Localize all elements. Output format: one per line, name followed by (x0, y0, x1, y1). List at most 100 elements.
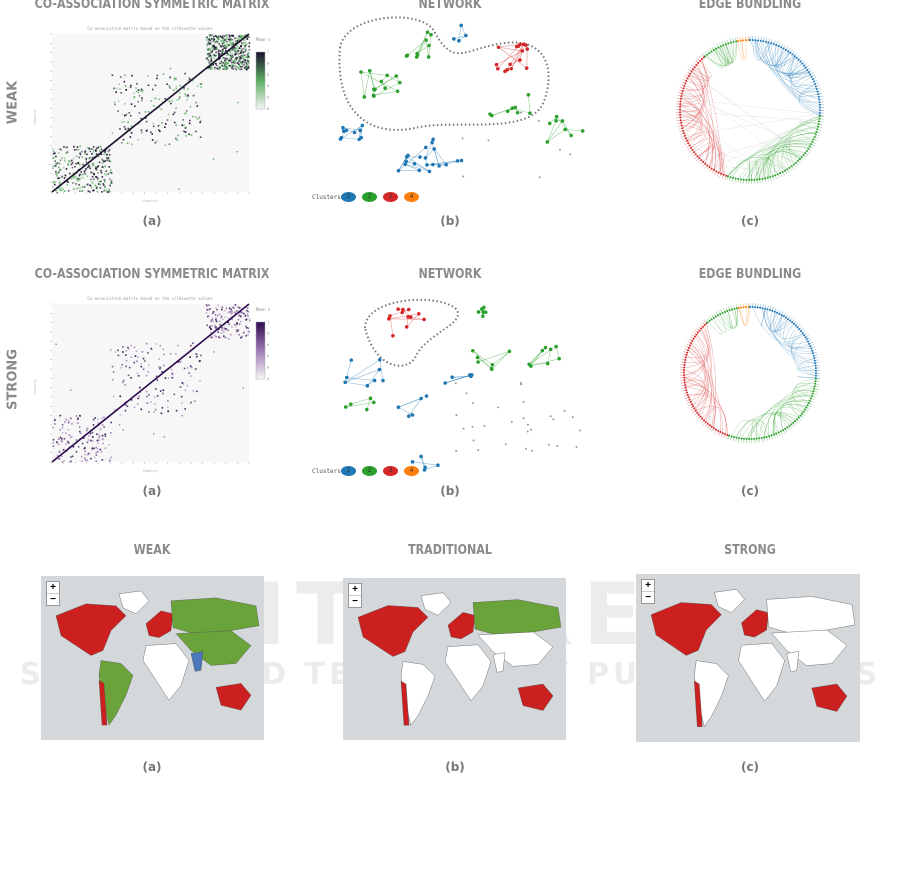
matrix-cell (162, 73, 165, 75)
zoom-in-button[interactable]: + (47, 582, 59, 594)
country-region-af[interactable] (142, 643, 190, 701)
matrix-cell (225, 34, 227, 37)
zoom-out-button[interactable]: − (50, 594, 56, 605)
country-region-na[interactable] (650, 602, 722, 656)
cluster-legend-item[interactable]: 1 (341, 466, 356, 476)
matrix-cell (241, 35, 243, 37)
country-region-gl[interactable] (118, 590, 150, 615)
country-region-au[interactable] (517, 683, 554, 711)
country-region-gl[interactable] (420, 592, 452, 616)
matrix-cell (210, 332, 212, 334)
country-region-ru[interactable] (472, 599, 562, 638)
matrix-cell (223, 35, 226, 37)
network-node (552, 418, 555, 421)
country-region-au[interactable] (215, 683, 252, 711)
country-region-chile[interactable] (98, 679, 108, 726)
country-region-india[interactable] (190, 651, 204, 672)
network-node (569, 153, 572, 156)
cluster-legend-item[interactable]: 2 (362, 466, 377, 476)
country-region-asia[interactable] (477, 631, 554, 667)
country-region-india[interactable] (786, 651, 799, 672)
country-region-asia[interactable] (771, 629, 848, 666)
matrix-cell (90, 439, 92, 442)
network-node (431, 137, 435, 142)
country-region-au[interactable] (811, 683, 848, 712)
zoom-out-button[interactable]: − (645, 592, 651, 603)
cluster-legend-item[interactable]: 3 (383, 192, 398, 202)
matrix-cell (70, 435, 73, 438)
choropleth-map[interactable]: + − (41, 576, 264, 740)
node-label-mark (801, 157, 805, 161)
network-edge (346, 360, 352, 378)
matrix-cell (218, 44, 221, 46)
cluster-legend-item[interactable]: 3 (383, 466, 398, 476)
matrix-cell (66, 181, 69, 184)
network-node (496, 66, 500, 71)
cluster-legend-item[interactable]: 4 (404, 192, 419, 202)
cluster-legend-item[interactable]: 1 (341, 192, 356, 202)
world-map (357, 592, 562, 726)
matrix-cell (92, 424, 95, 426)
matrix-cell (214, 328, 217, 331)
node-label-mark (739, 36, 741, 41)
matrix-cell (127, 121, 129, 124)
network-node (465, 392, 468, 395)
matrix-cell (238, 323, 241, 325)
matrix-cell (130, 103, 133, 105)
country-region-gl[interactable] (714, 589, 745, 613)
zoom-in-button[interactable]: + (349, 584, 361, 596)
bundle-edge (768, 414, 792, 437)
zoom-in-button[interactable]: + (642, 580, 654, 592)
choropleth-map[interactable]: + − (636, 574, 860, 742)
matrix-cell (222, 35, 224, 37)
matrix-cell (227, 53, 229, 56)
matrix-cell (61, 426, 64, 429)
country-region-asia[interactable] (175, 630, 252, 666)
matrix-cell (108, 190, 110, 192)
matrix-cell (208, 42, 211, 45)
country-region-ru[interactable] (170, 597, 260, 636)
country-region-af[interactable] (738, 643, 785, 702)
country-region-eu[interactable] (447, 612, 476, 640)
network-edge (497, 45, 519, 69)
zoom-out-button[interactable]: − (352, 596, 358, 607)
matrix-cell (177, 361, 180, 363)
matrix-cell (209, 55, 211, 58)
bundle-edge (691, 71, 805, 155)
matrix-cell (247, 333, 249, 336)
network-edge (445, 374, 472, 384)
matrix-cell (219, 45, 222, 47)
country-region-ru[interactable] (766, 596, 856, 636)
node-label-mark (803, 62, 808, 66)
matrix-cell (199, 136, 202, 139)
network-node (509, 66, 513, 71)
node-label-mark (680, 84, 685, 87)
matrix-cell (52, 185, 54, 188)
matrix-cell (103, 189, 106, 192)
country-region-na[interactable] (55, 603, 127, 656)
bundle-edge (690, 137, 708, 151)
matrix-cell (233, 58, 236, 60)
bundle-node (753, 437, 756, 440)
cluster-legend-item[interactable]: 2 (362, 192, 377, 202)
node-label-mark (796, 419, 801, 423)
country-region-eu[interactable] (145, 610, 174, 638)
country-region-chile[interactable] (694, 680, 703, 727)
cluster-legend-item[interactable]: 4 (404, 466, 419, 476)
network-edge (425, 40, 429, 58)
node-label-mark (682, 353, 687, 356)
network-node (475, 355, 480, 360)
node-label-mark (698, 160, 702, 164)
node-label-mark (770, 39, 773, 44)
country-region-na[interactable] (357, 605, 429, 657)
matrix-cell (84, 459, 87, 462)
country-region-eu[interactable] (741, 609, 769, 638)
matrix-cell (176, 139, 179, 141)
country-region-chile[interactable] (400, 680, 410, 726)
network-node (520, 49, 525, 53)
matrix-cell (166, 119, 169, 121)
choropleth-map[interactable]: + − (343, 578, 566, 740)
node-label-mark (721, 41, 724, 46)
country-region-af[interactable] (444, 644, 492, 702)
country-region-india[interactable] (492, 652, 506, 673)
